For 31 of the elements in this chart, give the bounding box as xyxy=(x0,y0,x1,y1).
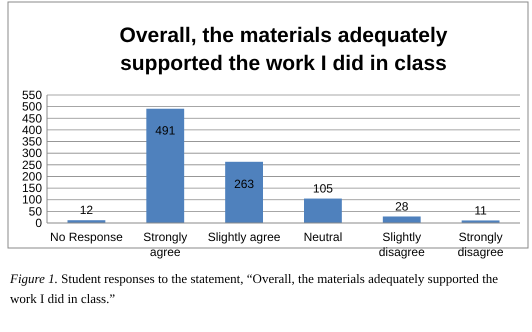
data-label: 105 xyxy=(312,182,334,196)
x-tick-label: Strongly agree xyxy=(143,230,188,259)
data-label: 11 xyxy=(474,203,488,218)
text: Figure 1. Student responses to the statement, “Overall, the materials adequately supported the work I did in class.” xyxy=(10,271,498,306)
y-tick-label: 400 xyxy=(22,122,42,137)
x-tick-label: Slightly disagree xyxy=(378,230,426,259)
chart-title: Overall, the materials adequately supported the work I did in class xyxy=(120,24,448,75)
y-tick-label: 500 xyxy=(22,100,42,114)
y-tick-label: 450 xyxy=(22,111,42,126)
y-tick-label: 100 xyxy=(22,192,42,207)
x-tick-label: Slightly agree xyxy=(208,230,281,244)
y-tick-label: 150 xyxy=(22,181,42,196)
bar xyxy=(225,162,264,223)
data-label: 28 xyxy=(395,199,409,214)
y-tick-label: 0 xyxy=(35,216,42,230)
y-tick-label: 350 xyxy=(22,134,42,149)
x-tick-label: Neutral xyxy=(304,230,342,244)
bar xyxy=(67,220,106,223)
x-tick-label: No Response xyxy=(50,230,124,244)
bar xyxy=(382,216,421,223)
data-label: 263 xyxy=(234,176,254,191)
y-tick-label: 300 xyxy=(22,146,42,160)
y-tick-label: 50 xyxy=(28,204,42,218)
data-label: 12 xyxy=(80,203,94,218)
bar xyxy=(146,108,184,223)
x-tick-label: Strongly disagree xyxy=(458,230,504,259)
y-tick-label: 550 xyxy=(22,88,42,102)
data-label: 491 xyxy=(155,124,176,138)
bar xyxy=(304,198,342,223)
y-tick-label: 200 xyxy=(22,169,42,184)
y-tick-label: 250 xyxy=(22,158,42,172)
